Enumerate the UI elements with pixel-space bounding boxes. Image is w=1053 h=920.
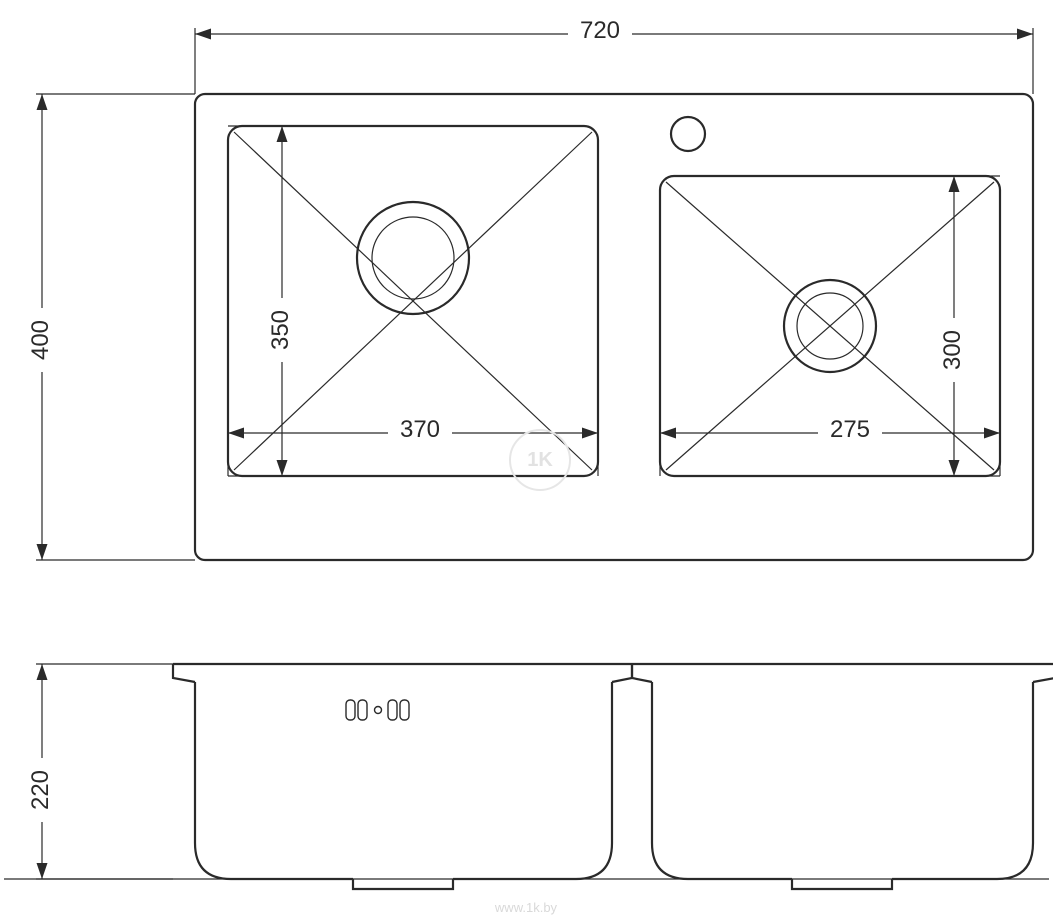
watermark-text: www.1k.by — [494, 900, 558, 915]
svg-text:1K: 1K — [527, 449, 553, 471]
dim-label: 275 — [830, 416, 870, 443]
dim-label: 220 — [27, 770, 54, 810]
svg-text:350: 350 — [267, 310, 294, 350]
technical-drawing: 720 400 370 350 275 300 220 1K www.1k.by — [0, 0, 1053, 920]
svg-text:300: 300 — [939, 330, 966, 370]
dim-label: 400 — [27, 320, 54, 360]
dim-label: 370 — [400, 416, 440, 443]
dim-label: 720 — [580, 17, 620, 44]
